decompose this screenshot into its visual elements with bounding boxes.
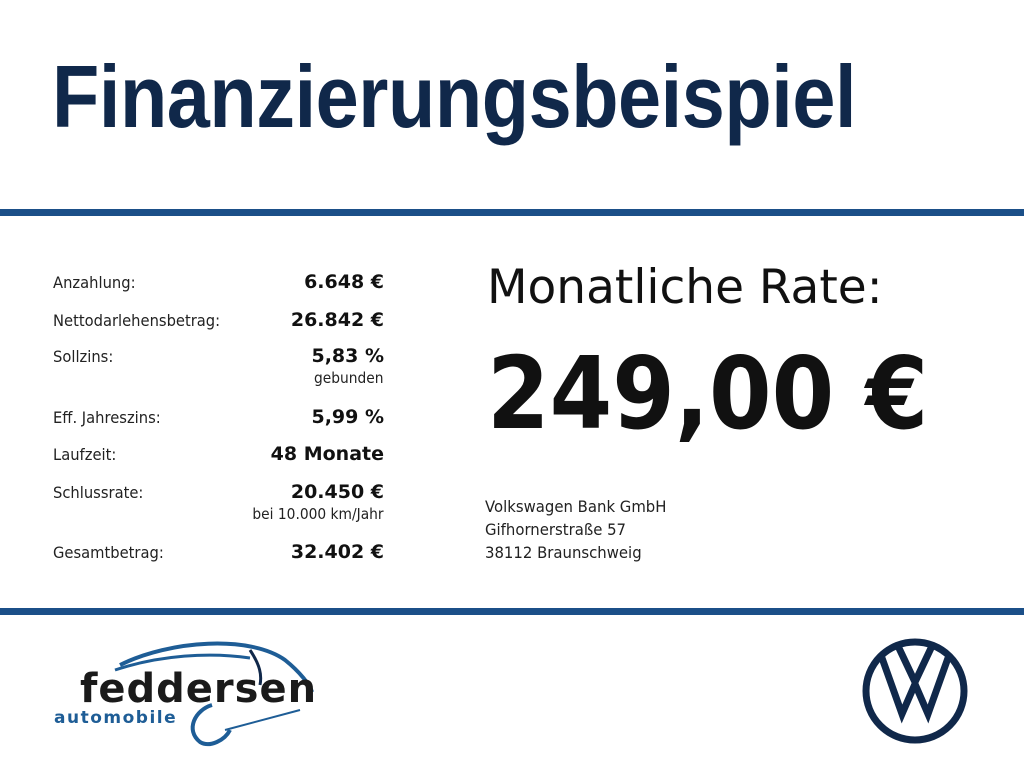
lender-street: Gifhornerstraße 57	[485, 520, 627, 539]
car-swoosh-icon	[114, 641, 314, 747]
detail-label: Nettodarlehensbetrag:	[53, 311, 221, 330]
detail-label: Laufzeit:	[53, 445, 117, 464]
feddersen-logo: feddersen automobile	[50, 630, 350, 755]
divider-top	[0, 209, 1024, 216]
dealer-name: feddersen	[80, 666, 318, 712]
detail-note: bei 10.000 km/Jahr	[252, 505, 384, 523]
detail-note: gebunden	[314, 369, 384, 387]
detail-value: 5,83 %	[311, 345, 384, 367]
detail-value: 32.402 €	[290, 541, 384, 563]
detail-value: 6.648 €	[304, 271, 384, 293]
divider-bottom	[0, 608, 1024, 615]
detail-label: Eff. Jahreszins:	[53, 408, 161, 427]
detail-label: Anzahlung:	[53, 273, 136, 292]
detail-value: 20.450 €	[290, 481, 384, 503]
vw-logo	[860, 636, 970, 750]
monthly-rate-label: Monatliche Rate:	[487, 260, 883, 315]
page-title: Finanzierungsbeispiel	[52, 47, 857, 146]
detail-label: Sollzins:	[53, 347, 114, 366]
detail-value: 26.842 €	[290, 309, 384, 331]
detail-value: 5,99 %	[311, 406, 384, 428]
vw-logo-icon	[862, 638, 968, 744]
dealer-tagline: automobile	[54, 708, 178, 728]
monthly-rate-value: 249,00 €	[487, 335, 929, 452]
lender-name: Volkswagen Bank GmbH	[485, 497, 667, 516]
detail-value: 48 Monate	[270, 443, 384, 465]
detail-label: Gesamtbetrag:	[53, 543, 164, 562]
detail-label: Schlussrate:	[53, 483, 144, 502]
lender-city: 38112 Braunschweig	[485, 543, 642, 562]
